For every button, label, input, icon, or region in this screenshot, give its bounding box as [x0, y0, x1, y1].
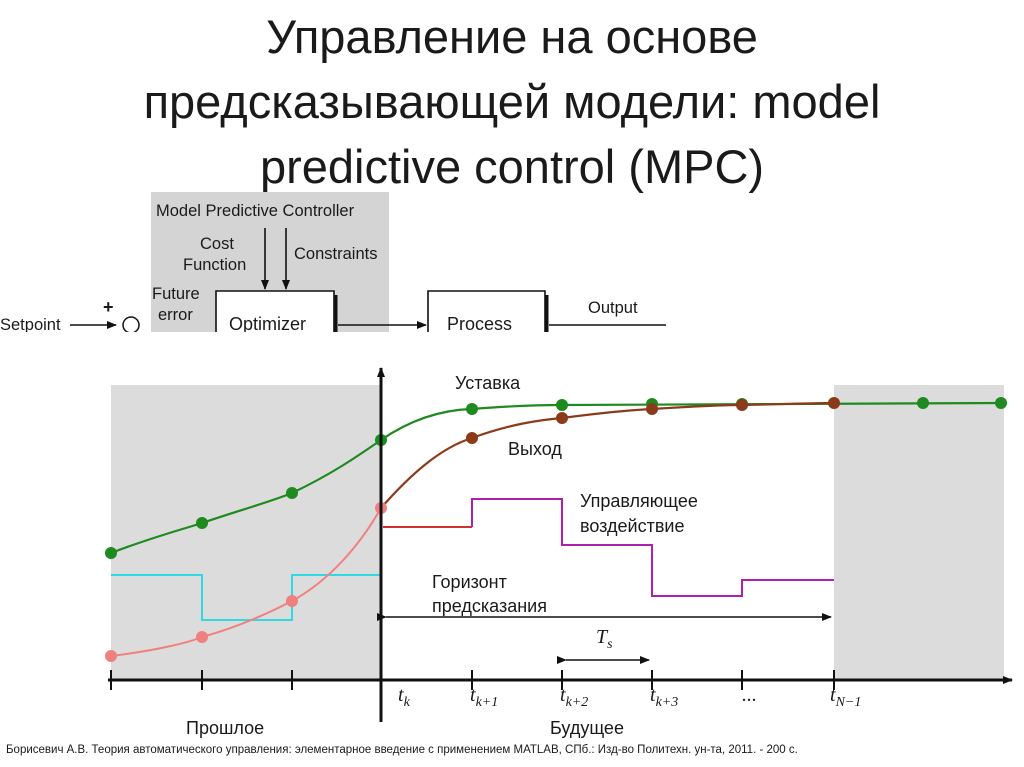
tick-label-ellipsis: ...: [742, 684, 757, 706]
predicted-output-point: [736, 399, 748, 411]
cost-label-line-1: Cost: [200, 235, 234, 253]
setpoint-point: [995, 397, 1007, 409]
cost-label-line-2: Function: [183, 256, 246, 274]
optimizer-label: Optimizer: [229, 314, 306, 334]
tick-label-tn1: tN−1: [830, 684, 861, 710]
time-axis-ticks: [110, 670, 835, 690]
process-label: Process: [447, 314, 512, 334]
controller-label: Model Predictive Controller: [156, 202, 355, 220]
end-shaded-region: [834, 385, 1004, 680]
title-line-1: Управление на основе: [266, 10, 758, 63]
future-error-label-line-2: error: [158, 306, 193, 324]
predicted-output-point: [466, 432, 478, 444]
optimizer-block: [215, 290, 335, 332]
constraints-label: Constraints: [294, 245, 377, 263]
block-diagram: Model Predictive Controller Cost Functio…: [0, 192, 700, 362]
past-output-point: [196, 631, 208, 643]
past-output-point: [105, 650, 117, 662]
output-curve-label: Выход: [508, 439, 562, 459]
tick-label-tk1: tk+1: [470, 684, 498, 710]
future-error-label-line-1: Future: [152, 285, 200, 303]
block-diagram-crop: [0, 332, 700, 362]
setpoint-point: [466, 403, 478, 415]
future-control-signal: [471, 498, 834, 597]
sample-time-label: Ts: [596, 626, 613, 652]
output-label: Output: [588, 299, 638, 317]
setpoint-point: [286, 487, 298, 499]
title-line-3: predictive control (MPC): [259, 140, 765, 193]
setpoint-point: [556, 399, 568, 411]
horizon-label-line-2: предсказания: [432, 596, 547, 616]
process-block: [427, 290, 546, 332]
past-label: Прошлое: [186, 718, 264, 738]
setpoint-point: [196, 517, 208, 529]
past-output-curve: [110, 507, 382, 657]
control-label-line-2: воздействие: [580, 516, 684, 536]
slide-title: Управление на основе предсказывающей мод…: [62, 4, 962, 199]
mpc-plot: Уставка Выход Управляющее воздействие Го…: [105, 367, 1013, 738]
past-output-point: [286, 595, 298, 607]
source-caption: Борисевич А.В. Теория автоматического уп…: [6, 744, 798, 756]
tick-label-tk3: tk+3: [650, 684, 678, 710]
past-shaded-region: [111, 385, 381, 680]
setpoint-point: [917, 397, 929, 409]
title-line-2: предсказывающей модели: model: [143, 75, 881, 128]
past-output-dots: [105, 502, 387, 662]
predicted-output-point: [646, 403, 658, 415]
plus-sign: +: [103, 297, 114, 317]
setpoint-point: [105, 547, 117, 559]
predicted-output-curve: [380, 401, 835, 509]
setpoint-curve-label: Уставка: [455, 373, 521, 393]
horizon-label-line-1: Горизонт: [432, 572, 507, 592]
future-label: Будущее: [550, 718, 624, 738]
predicted-output-dots: [466, 397, 840, 444]
tick-label-tk: tk: [398, 684, 411, 710]
summing-junction: [122, 316, 140, 334]
predicted-output-point: [828, 397, 840, 409]
setpoint-label: Setpoint: [0, 316, 61, 334]
tick-label-tk2: tk+2: [560, 684, 588, 710]
control-label-line-1: Управляющее: [580, 491, 698, 511]
predicted-output-point: [556, 412, 568, 424]
